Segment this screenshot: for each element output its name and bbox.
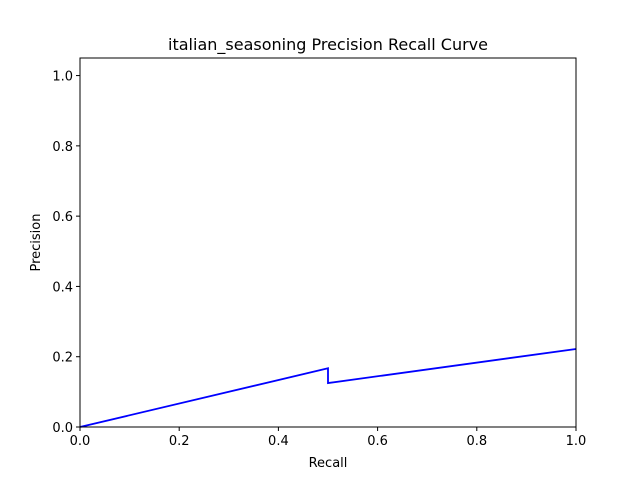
x-tick-label: 0.4 <box>268 434 289 449</box>
y-tick-label: 1.0 <box>52 70 73 85</box>
x-tick-label: 1.0 <box>566 434 587 449</box>
x-tick-label: 0.6 <box>367 434 388 449</box>
y-tick-label: 0.8 <box>52 140 73 155</box>
plot-frame <box>79 57 577 428</box>
x-tick-label: 0.0 <box>70 434 91 449</box>
y-tick-label: 0.4 <box>52 280 73 295</box>
y-tick-label: 0.2 <box>52 351 73 366</box>
series-layer <box>79 348 577 428</box>
chart-title: italian_seasoning Precision Recall Curve <box>168 35 488 55</box>
x-axis-label: Recall <box>309 456 348 471</box>
y-tick-label: 0.0 <box>52 421 73 436</box>
x-tick-label: 0.8 <box>466 434 487 449</box>
axis-ticks: 0.0 0.2 0.4 0.6 0.8 1.0 0.0 0.2 0.4 0.6 0.8 1.0 <box>52 70 586 449</box>
pr-curve-line <box>79 348 577 428</box>
y-axis-label: Precision <box>29 213 44 271</box>
x-tick-label: 0.2 <box>169 434 190 449</box>
y-tick-label: 0.6 <box>52 210 73 225</box>
